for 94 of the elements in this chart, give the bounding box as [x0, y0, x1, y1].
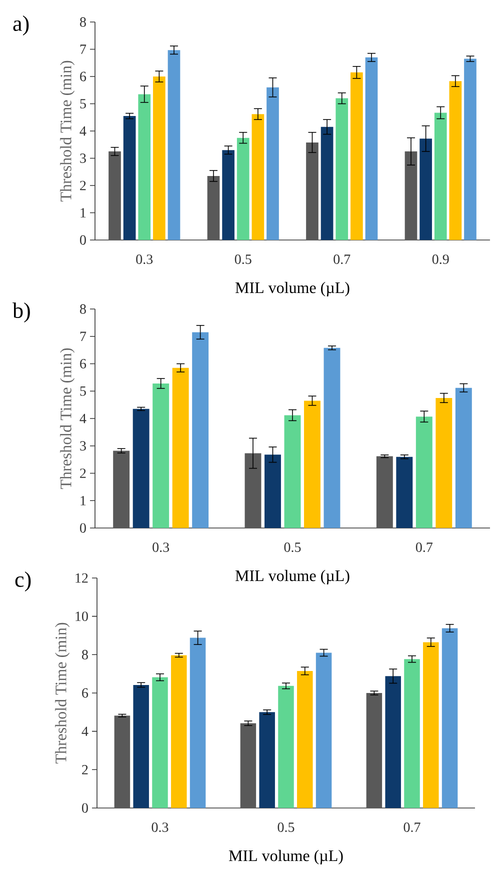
- bar: [171, 655, 187, 808]
- bar: [123, 116, 136, 240]
- y-tick-label: 2: [80, 180, 86, 190]
- bar: [320, 126, 334, 240]
- bar: [306, 142, 318, 240]
- bar: [259, 712, 275, 808]
- bar: [436, 398, 452, 528]
- bar: [264, 454, 281, 528]
- y-tick-label: 5: [80, 99, 86, 108]
- bar: [138, 94, 151, 240]
- y-tick-label: 4: [80, 414, 86, 424]
- bar: [420, 138, 432, 240]
- y-tick-label: 1: [80, 496, 86, 506]
- y-tick-label: 10: [76, 612, 88, 622]
- y-tick-label: 12: [76, 573, 88, 583]
- x-tick-label: 0.9: [432, 254, 449, 264]
- y-axis-title: Threshold Time (min): [55, 622, 70, 764]
- y-axis-title: Threshold Time (min): [60, 60, 75, 202]
- bar: [252, 114, 264, 240]
- y-tick-label: 7: [80, 332, 86, 341]
- bar: [168, 50, 180, 240]
- bar: [376, 456, 393, 528]
- y-tick-label: 6: [82, 688, 88, 698]
- y-tick-label: 8: [80, 304, 86, 314]
- bar: [366, 692, 382, 808]
- chart-title: a): [13, 16, 29, 36]
- x-tick-label: 0.3: [152, 822, 168, 832]
- bar: [236, 138, 250, 240]
- y-tick-label: 3: [80, 441, 86, 451]
- bar: [455, 388, 472, 528]
- x-tick-label: 0.7: [416, 542, 433, 552]
- bar: [133, 684, 149, 808]
- y-axis-title: Threshold Time (min): [60, 348, 75, 490]
- y-tick-label: 8: [80, 17, 86, 27]
- y-tick-label: 1: [80, 208, 86, 218]
- bar: [278, 686, 294, 808]
- bar: [434, 112, 447, 240]
- x-tick-label: 0.5: [278, 822, 294, 832]
- bar: [304, 400, 320, 528]
- y-tick-label: 7: [80, 44, 86, 54]
- bar: [244, 453, 262, 528]
- x-axis-title: MIL volume (µL): [228, 850, 343, 864]
- y-tick-label: 6: [80, 359, 86, 368]
- y-tick-label: 2: [82, 765, 88, 774]
- bar: [365, 57, 378, 240]
- bar: [404, 659, 420, 808]
- bar: [423, 642, 439, 808]
- y-tick-label: 0: [80, 235, 86, 245]
- bar: [396, 456, 413, 528]
- bar: [153, 76, 166, 240]
- x-axis-title: MIL volume (µL): [235, 570, 350, 584]
- y-tick-label: 2: [80, 468, 86, 478]
- y-tick-label: 0: [80, 523, 86, 533]
- bar: [240, 723, 256, 808]
- bar: [385, 676, 401, 808]
- x-tick-label: 0.5: [234, 254, 252, 264]
- bar: [464, 58, 476, 240]
- y-tick-label: 6: [80, 72, 86, 82]
- y-tick-label: 5: [80, 386, 86, 396]
- y-tick-label: 8: [82, 650, 88, 660]
- bar: [114, 716, 130, 808]
- bar: [324, 348, 340, 528]
- bar: [404, 151, 418, 240]
- y-tick-label: 4: [80, 126, 86, 136]
- bar: [172, 368, 189, 528]
- bar: [316, 652, 332, 808]
- bar: [113, 450, 130, 528]
- bar: [152, 677, 168, 808]
- x-tick-label: 0.7: [404, 822, 420, 832]
- bar: [416, 416, 432, 528]
- bar: [336, 98, 348, 240]
- bar: [442, 628, 458, 808]
- bar: [152, 383, 170, 528]
- bar: [207, 176, 220, 240]
- bar: [266, 87, 279, 240]
- chart-title: b): [12, 302, 30, 322]
- chart-title: c): [15, 572, 31, 592]
- x-tick-label: 0.3: [152, 542, 170, 552]
- x-tick-label: 0.3: [136, 254, 153, 264]
- x-tick-label: 0.5: [284, 542, 301, 552]
- bar: [190, 638, 206, 808]
- y-tick-label: 4: [82, 726, 88, 736]
- bar: [108, 151, 121, 240]
- x-axis-title: MIL volume (µL): [235, 282, 350, 296]
- y-tick-label: 3: [80, 154, 86, 163]
- y-tick-label: 0: [82, 803, 88, 813]
- bar: [449, 81, 462, 240]
- bar: [132, 408, 150, 528]
- bar: [192, 332, 209, 528]
- x-tick-label: 0.7: [334, 254, 350, 264]
- bar: [222, 150, 234, 240]
- bar: [284, 415, 301, 528]
- bar: [350, 72, 363, 240]
- bar: [297, 670, 313, 808]
